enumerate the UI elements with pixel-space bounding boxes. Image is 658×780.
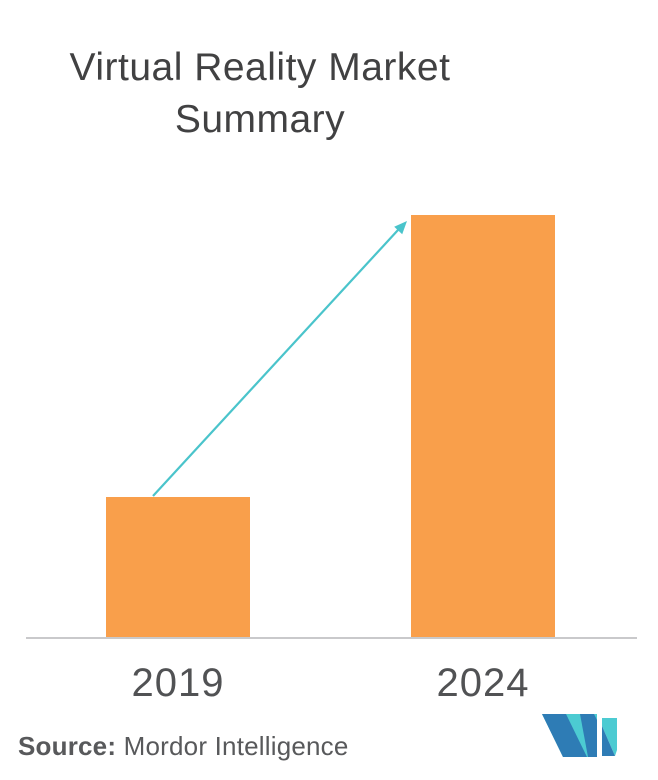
mordor-intelligence-logo-icon [542,714,617,757]
bar-2024 [411,215,555,638]
x-axis-line [26,637,637,639]
chart-title: Virtual Reality Market Summary [69,46,451,141]
bar-2019 [106,497,250,638]
growth-arrow-head-icon [394,221,407,235]
source-text: Mordor Intelligence [116,731,349,761]
source-note: Source: Mordor Intelligence [18,731,349,762]
source-label: Source: [18,731,117,761]
x-label-2024: 2024 [436,661,530,705]
x-label-2019: 2019 [131,661,225,705]
growth-arrow-line [152,229,399,497]
